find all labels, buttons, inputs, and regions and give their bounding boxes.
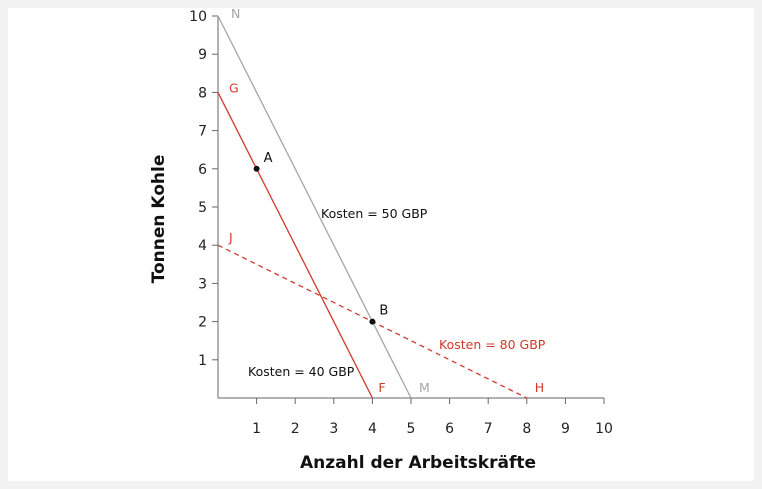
y-tick-label: 8 — [198, 85, 207, 101]
y-tick-label: 1 — [198, 353, 207, 369]
line-start-label: N — [231, 8, 240, 21]
y-tick-label: 9 — [198, 47, 207, 63]
cost-label: Kosten = 40 GBP — [248, 364, 355, 379]
line-end-label: F — [378, 380, 385, 395]
y-tick-label: 3 — [198, 276, 207, 292]
x-ticks: 1 2 3 4 5 6 7 8 9 10 — [252, 398, 613, 437]
x-tick-label: 9 — [561, 421, 570, 437]
point-label: B — [379, 304, 388, 319]
chart: 1 2 3 4 5 6 7 8 9 10 1 2 3 4 5 6 7 8 9 10 G F Kosten = 40 GB… — [149, 8, 613, 473]
chart-card: 1 2 3 4 5 6 7 8 9 10 1 2 3 4 5 6 7 8 9 10 G F Kosten = 40 GB… — [8, 8, 754, 481]
point-label: A — [264, 151, 273, 166]
x-tick-label: 1 — [252, 421, 261, 437]
x-tick-label: 8 — [522, 421, 531, 437]
y-tick-label: 10 — [189, 9, 207, 25]
cost-label: Kosten = 80 GBP — [439, 337, 546, 352]
x-tick-label: 7 — [484, 421, 493, 437]
x-tick-label: 2 — [291, 421, 300, 437]
cost-lines: G F Kosten = 40 GBP N M Kosten = 50 GBP J H Kost… — [217, 8, 546, 399]
y-tick-label: 7 — [198, 124, 207, 140]
y-ticks: 1 2 3 4 5 6 7 8 9 10 — [189, 9, 218, 369]
line-start-label: G — [229, 80, 239, 95]
y-tick-label: 6 — [198, 162, 207, 178]
x-tick-label: 10 — [595, 421, 613, 437]
line-end-label: M — [419, 380, 430, 395]
point-b — [369, 318, 376, 325]
y-axis-title: Tonnen Kohle — [149, 155, 169, 284]
points: AB — [253, 151, 388, 325]
x-tick-label: 5 — [407, 421, 416, 437]
y-tick-label: 4 — [198, 238, 207, 254]
x-tick-label: 4 — [368, 421, 377, 437]
cost-line-1 — [217, 92, 373, 399]
cost-line-2 — [217, 15, 412, 399]
y-tick-label: 2 — [198, 315, 207, 331]
cost-label: Kosten = 50 GBP — [321, 206, 428, 221]
line-end-label: H — [535, 380, 544, 395]
x-tick-label: 3 — [329, 421, 338, 437]
line-start-label: J — [228, 230, 233, 245]
x-axis-title: Anzahl der Arbeitskräfte — [300, 453, 536, 473]
y-tick-label: 5 — [198, 200, 207, 216]
point-a — [253, 165, 260, 172]
x-tick-label: 6 — [445, 421, 454, 437]
